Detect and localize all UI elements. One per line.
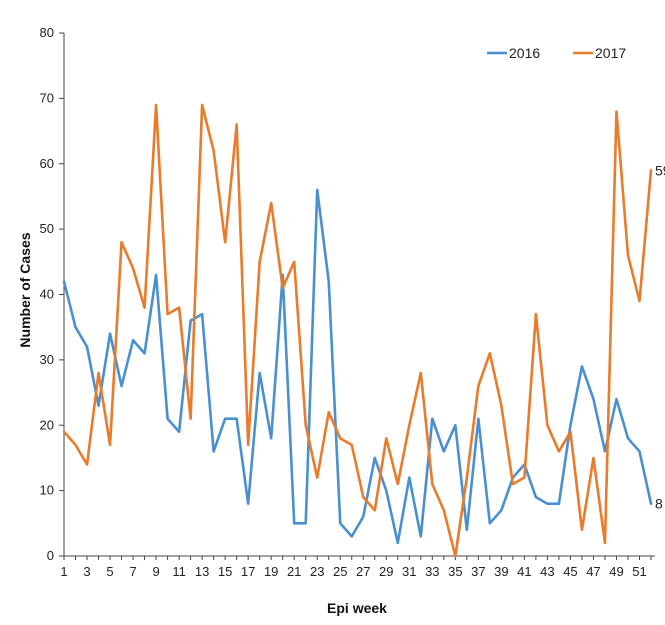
series-layer: [62, 103, 653, 558]
x-tick-label: 25: [333, 564, 347, 579]
x-tick-label: 19: [264, 564, 278, 579]
x-tick-label: 3: [83, 564, 90, 579]
x-tick-label: 5: [106, 564, 113, 579]
y-tick-label: 30: [40, 352, 54, 367]
y-axis-title: Number of Cases: [17, 232, 33, 347]
y-tick-label: 0: [47, 548, 54, 563]
x-tick-label: 17: [241, 564, 255, 579]
x-tick-label: 35: [448, 564, 462, 579]
x-tick-label: 45: [563, 564, 577, 579]
y-tick-label: 60: [40, 156, 54, 171]
x-tick-label: 33: [425, 564, 439, 579]
series-line-2016: [62, 188, 653, 545]
x-tick-label: 1: [60, 564, 67, 579]
legend-label-2017: 2017: [595, 45, 626, 61]
series-line-2017: [62, 103, 653, 558]
x-tick-label: 11: [172, 564, 186, 579]
x-tick-label: 13: [195, 564, 209, 579]
y-tick-label: 80: [40, 25, 54, 40]
y-tick-label: 50: [40, 221, 54, 236]
x-tick-label: 39: [494, 564, 508, 579]
end-label-2016: 8: [655, 496, 663, 512]
x-tick-label: 47: [586, 564, 600, 579]
x-tick-label: 21: [287, 564, 301, 579]
x-tick-label: 23: [310, 564, 324, 579]
y-tick-label: 40: [40, 287, 54, 302]
x-tick-label: 37: [471, 564, 485, 579]
y-tick-label: 70: [40, 90, 54, 105]
y-axis-ticks: 0 10 20 30 40 50 60 70 80: [40, 25, 64, 563]
x-tick-label: 27: [356, 564, 370, 579]
y-tick-label: 20: [40, 417, 54, 432]
x-axis-ticks: 1 3 5 7 9 11 13 15 17 19 21 23 25 27 29 31 33 35 37 39 41 43 4…: [60, 556, 652, 579]
x-tick-label: 7: [129, 564, 136, 579]
x-tick-label: 29: [379, 564, 393, 579]
end-labels: 8 59: [655, 162, 665, 511]
legend: 2016 2017: [487, 45, 626, 61]
x-tick-label: 15: [218, 564, 232, 579]
y-tick-label: 10: [40, 483, 54, 498]
x-tick-label: 41: [517, 564, 531, 579]
x-tick-label: 9: [152, 564, 159, 579]
x-tick-label: 31: [402, 564, 416, 579]
end-label-2017: 59: [655, 162, 665, 178]
x-tick-label: 49: [609, 564, 623, 579]
legend-label-2016: 2016: [509, 45, 540, 61]
x-tick-label: 51: [632, 564, 646, 579]
x-tick-label: 43: [540, 564, 554, 579]
x-axis-title: Epi week: [327, 600, 387, 616]
